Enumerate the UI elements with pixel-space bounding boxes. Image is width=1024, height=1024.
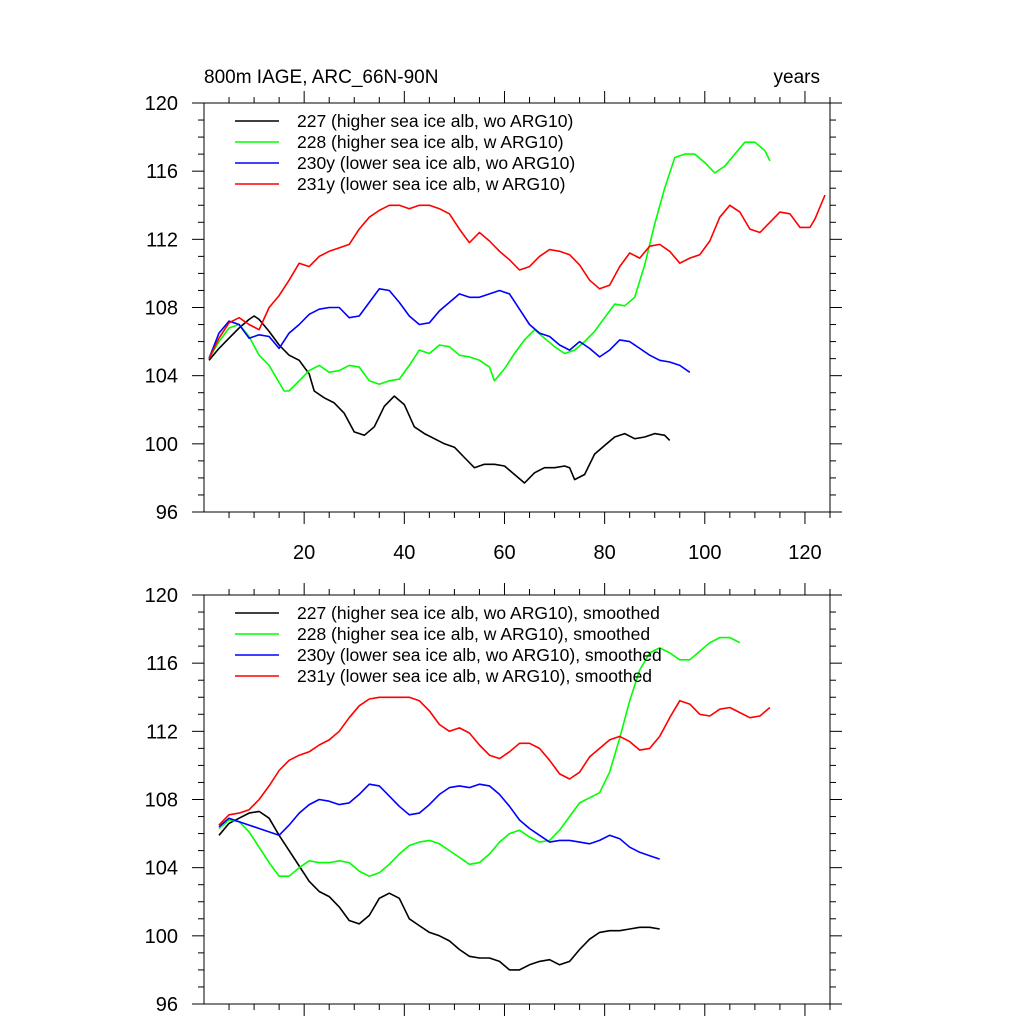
bottom-ticks <box>192 583 842 1016</box>
bottom-legend-label-0: 227 (higher sea ice alb, wo ARG10), smoo… <box>297 603 660 623</box>
bottom-tick-labels: 96 100 104 108 112 116 120 <box>145 585 178 1016</box>
top-panel: 800m IAGE, ARC_66N-90N years 96 100 104 108… <box>145 67 842 564</box>
bottom-plot-frame <box>203 594 831 1005</box>
bottom-ytick-label: 120 <box>145 585 178 607</box>
bottom-series-line-0 <box>218 810 660 971</box>
top-xtick-label: 20 <box>293 542 315 564</box>
bottom-legend-label-3: 231y (lower sea ice alb, w ARG10), smoot… <box>297 666 652 686</box>
bottom-series-group <box>218 636 771 971</box>
bottom-ytick-label: 116 <box>146 653 178 675</box>
top-legend-label-3: 231y (lower sea ice alb, w ARG10) <box>297 174 565 194</box>
top-xtick-label: 100 <box>688 542 721 564</box>
top-ticks <box>192 91 842 524</box>
top-title-right: years <box>774 67 820 88</box>
top-legend-label-1: 228 (higher sea ice alb, w ARG10) <box>297 132 564 152</box>
top-series-line-0 <box>208 315 671 484</box>
top-series-line-1 <box>208 141 771 392</box>
top-ytick-label: 120 <box>145 93 178 115</box>
top-ytick-label: 108 <box>145 298 178 320</box>
bottom-legend: 227 (higher sea ice alb, wo ARG10), smoo… <box>235 603 662 686</box>
top-title-left: 800m IAGE, ARC_66N-90N <box>204 67 438 88</box>
top-legend-label-0: 227 (higher sea ice alb, wo ARG10) <box>297 111 573 131</box>
top-plot-frame <box>203 102 831 513</box>
bottom-series-line-1 <box>218 636 741 877</box>
top-ytick-label: 112 <box>146 229 178 251</box>
bottom-series-line-2 <box>218 783 660 860</box>
bottom-series-line-3 <box>218 696 771 826</box>
top-ytick-label: 96 <box>156 502 178 524</box>
top-ytick-label: 104 <box>145 366 178 388</box>
top-series-line-3 <box>208 194 826 359</box>
top-tick-labels: 96 100 104 108 112 116 120 20 40 60 80 100 120 <box>145 93 822 564</box>
bottom-ytick-label: 112 <box>146 721 178 743</box>
top-series-group <box>208 141 826 484</box>
bottom-ytick-label: 104 <box>145 858 178 880</box>
bottom-ytick-label: 100 <box>145 926 178 948</box>
bottom-ytick-label: 108 <box>145 790 178 812</box>
top-ytick-label: 100 <box>145 434 178 456</box>
top-xtick-label: 60 <box>493 542 515 564</box>
top-xtick-label: 80 <box>594 542 616 564</box>
bottom-ytick-label: 96 <box>156 994 178 1016</box>
bottom-panel: 96 100 104 108 112 116 120 227 (higher sea ice… <box>145 583 842 1016</box>
bottom-legend-label-2: 230y (lower sea ice alb, wo ARG10), smoo… <box>297 645 662 665</box>
top-legend: 227 (higher sea ice alb, wo ARG10)228 (h… <box>235 111 575 194</box>
top-series-line-2 <box>208 288 691 373</box>
top-xtick-label: 40 <box>393 542 415 564</box>
bottom-legend-label-1: 228 (higher sea ice alb, w ARG10), smoot… <box>297 624 650 644</box>
top-ytick-label: 116 <box>146 161 178 183</box>
top-xtick-label: 120 <box>788 542 821 564</box>
top-legend-label-2: 230y (lower sea ice alb, wo ARG10) <box>297 153 575 173</box>
